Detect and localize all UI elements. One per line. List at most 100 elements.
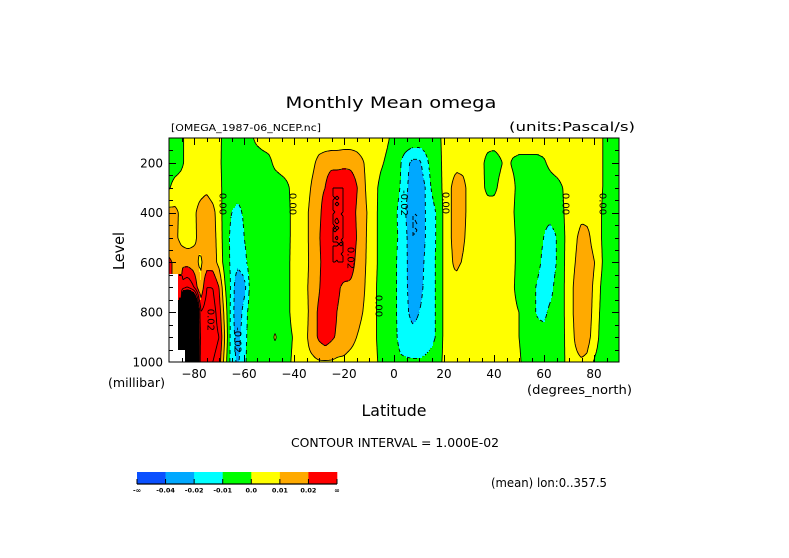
contour-fill	[214, 208, 222, 210]
contour-fill	[397, 318, 410, 320]
contour-fill	[222, 230, 230, 232]
contour-fill	[380, 172, 401, 174]
contour-fill	[435, 210, 443, 212]
contour-fill	[378, 184, 400, 186]
contour-fill	[565, 252, 576, 254]
contour-fill	[537, 314, 546, 316]
contour-fill	[318, 302, 338, 304]
contour-fill	[227, 328, 230, 330]
contour-fill	[184, 156, 221, 158]
contour-fill	[272, 162, 315, 164]
contour-fill	[515, 280, 537, 282]
contour-fill	[548, 308, 564, 310]
contour-fill	[222, 238, 229, 240]
contour-fill	[443, 248, 452, 250]
contour-fill	[603, 176, 619, 178]
contour-fill	[235, 276, 244, 278]
contour-fill	[435, 276, 443, 278]
contour-fill	[400, 352, 427, 354]
contour-fill	[515, 258, 541, 260]
contour-fill	[366, 192, 378, 194]
contour-fill	[443, 272, 515, 274]
contour-fill	[424, 270, 435, 272]
contour-fill	[593, 282, 601, 284]
contour-fill	[377, 270, 397, 272]
contour-fill	[311, 352, 347, 354]
contour-fill	[292, 342, 308, 344]
contour-fill	[222, 184, 289, 186]
contour-fill	[385, 158, 402, 160]
contour-fill	[377, 316, 397, 318]
contour-fill	[435, 262, 443, 264]
contour-fill	[601, 282, 619, 284]
contour-fill	[340, 292, 364, 294]
contour-fill	[216, 242, 222, 244]
contour-fill	[451, 240, 464, 242]
contour-fill	[216, 240, 222, 242]
contour-fill	[211, 200, 222, 202]
contour-fill	[564, 324, 574, 326]
contour-fill	[549, 306, 564, 308]
contour-fill	[573, 294, 592, 296]
contour-fill	[308, 248, 320, 250]
contour-fill	[408, 298, 422, 300]
contour-fill	[556, 176, 603, 178]
contour-fill	[220, 302, 223, 304]
contour-fill	[515, 268, 540, 270]
contour-fill	[185, 356, 199, 358]
contour-fill	[227, 350, 230, 352]
contour-fill	[602, 268, 619, 270]
contour-fill	[398, 240, 407, 242]
contour-fill	[230, 340, 235, 342]
contour-fill	[201, 272, 206, 274]
colorbar-label: 0.01	[272, 487, 289, 495]
contour-fill	[397, 300, 408, 302]
contour-fill	[397, 332, 435, 334]
contour-fill	[397, 294, 408, 296]
contour-fill	[377, 278, 397, 280]
contour-fill	[308, 336, 317, 338]
contour-fill	[290, 300, 308, 302]
contour-fill	[443, 202, 451, 204]
contour-fill	[377, 312, 397, 314]
contour-fill	[308, 220, 321, 222]
contour-fill	[564, 302, 573, 304]
contour-fill	[169, 242, 180, 244]
contour-fill	[222, 336, 225, 338]
contour-fill	[308, 214, 321, 216]
contour-fill	[379, 178, 401, 180]
contour-fill	[308, 246, 320, 248]
contour-fill	[380, 176, 401, 178]
contour-fill	[224, 318, 227, 320]
contour-fill	[290, 316, 308, 318]
contour-fill	[196, 280, 204, 282]
contour-fill	[366, 240, 377, 242]
contour-fill	[196, 224, 215, 226]
contour-fill	[199, 318, 221, 320]
contour-fill	[326, 180, 356, 182]
contour-fill	[290, 302, 308, 304]
contour-fill	[565, 250, 576, 252]
contour-fill	[463, 176, 484, 178]
contour-fill	[377, 334, 397, 336]
contour-fill	[175, 176, 221, 178]
contour-fill	[497, 188, 515, 190]
contour-fill	[227, 354, 230, 356]
contour-fill	[272, 160, 316, 162]
contour-fill	[317, 358, 334, 360]
contour-fill	[408, 292, 422, 294]
contour-fill	[221, 154, 269, 156]
contour-line	[179, 294, 199, 363]
contour-fill	[575, 342, 589, 344]
contour-fill	[291, 356, 314, 358]
contour-fill	[290, 196, 310, 198]
contour-fill	[308, 238, 320, 240]
contour-fill	[377, 288, 397, 290]
contour-fill	[353, 172, 365, 174]
contour-fill	[246, 352, 291, 354]
contour-fill	[594, 268, 602, 270]
contour-fill	[397, 250, 407, 252]
contour-fill	[290, 298, 308, 300]
contour-fill	[290, 248, 308, 250]
contour-fill	[178, 330, 199, 332]
